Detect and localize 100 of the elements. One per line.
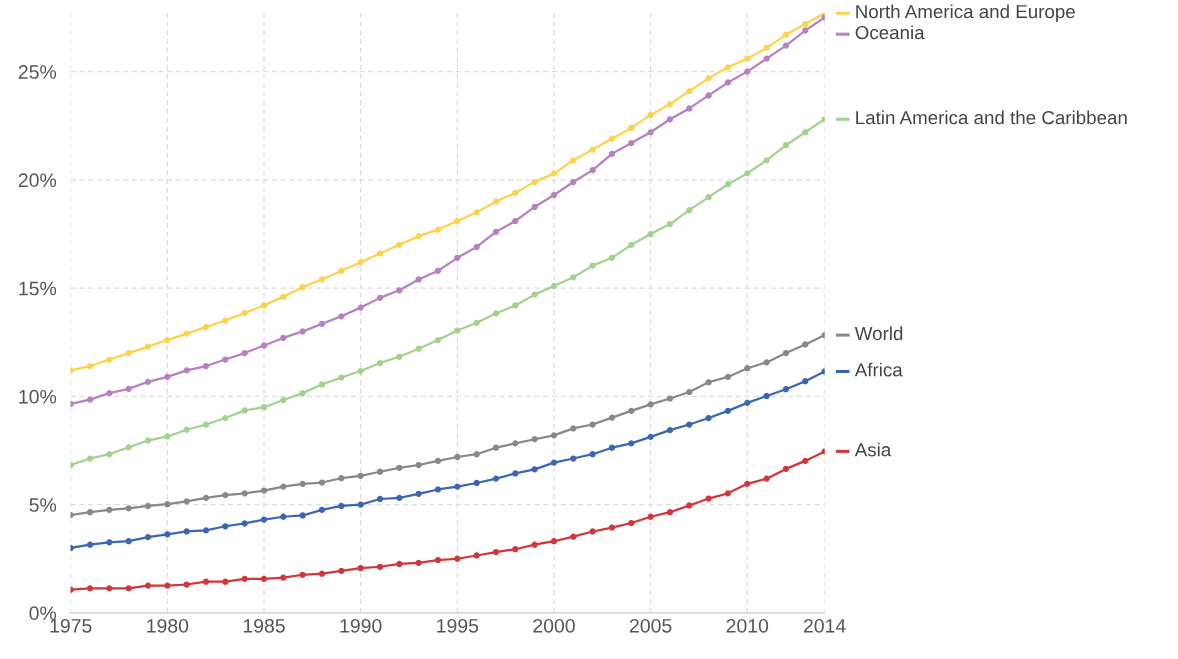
point — [705, 414, 712, 422]
y-tick-label: 20% — [18, 173, 57, 188]
point — [666, 395, 674, 402]
point — [125, 505, 132, 512]
point — [241, 575, 248, 583]
point — [376, 563, 384, 570]
point — [434, 457, 442, 465]
point — [222, 356, 229, 363]
x-tick-label: 1985 — [243, 618, 285, 633]
point — [492, 475, 500, 482]
point — [570, 425, 577, 432]
point — [318, 479, 326, 486]
point — [512, 302, 519, 309]
point — [280, 293, 287, 300]
point — [357, 304, 364, 311]
point — [396, 287, 403, 294]
point — [222, 317, 229, 324]
x-tick-label: 1990 — [340, 618, 382, 633]
point — [86, 362, 94, 370]
y-tick-label: 5% — [29, 498, 57, 512]
point — [357, 501, 364, 508]
point — [260, 342, 268, 349]
point — [299, 571, 306, 578]
legend-label: Africa — [854, 362, 903, 377]
x-tick-label: 1995 — [437, 618, 479, 633]
point — [492, 548, 500, 556]
point — [802, 129, 809, 136]
point — [666, 116, 674, 123]
point — [280, 396, 287, 404]
point — [396, 494, 403, 502]
point — [357, 367, 364, 375]
point — [183, 426, 190, 433]
point — [763, 44, 770, 51]
x-tick-label: 2000 — [533, 618, 575, 633]
point — [666, 220, 674, 228]
point — [318, 320, 326, 327]
point — [744, 55, 751, 62]
point — [724, 181, 732, 188]
point — [106, 506, 113, 513]
point — [647, 230, 654, 238]
point — [686, 502, 693, 509]
point — [608, 414, 616, 421]
point — [318, 381, 326, 388]
point — [396, 241, 403, 248]
point — [763, 475, 770, 482]
point — [86, 585, 94, 592]
legend-label: Oceania — [855, 25, 925, 40]
point — [531, 291, 538, 298]
point — [628, 139, 635, 147]
point — [666, 509, 674, 516]
point — [299, 390, 306, 397]
point — [338, 313, 345, 320]
point — [492, 198, 500, 205]
point — [802, 20, 809, 28]
point — [782, 349, 790, 357]
point — [492, 228, 500, 235]
point — [202, 527, 210, 534]
point — [299, 512, 306, 519]
point — [125, 444, 132, 451]
point — [376, 294, 384, 301]
point — [376, 495, 384, 503]
point — [241, 490, 248, 497]
point — [473, 243, 480, 251]
point — [724, 407, 732, 415]
point — [183, 528, 190, 535]
point — [724, 79, 732, 86]
point — [589, 167, 596, 174]
point — [802, 457, 809, 465]
point — [589, 451, 596, 458]
point — [260, 575, 268, 583]
point — [415, 490, 422, 497]
point — [628, 407, 635, 415]
point — [164, 373, 171, 381]
x-tick-label: 2014 — [803, 618, 846, 633]
point — [802, 378, 809, 385]
y-tick-label: 10% — [19, 389, 57, 404]
point — [280, 574, 287, 581]
point — [222, 491, 229, 499]
point — [434, 486, 442, 493]
point — [666, 427, 674, 434]
point — [164, 582, 171, 589]
point — [531, 436, 538, 443]
legend-label: Latin America and the Caribbean — [856, 110, 1127, 125]
point — [241, 520, 248, 527]
point — [512, 217, 519, 225]
point — [202, 494, 210, 502]
point — [183, 330, 190, 337]
point — [106, 451, 113, 458]
point — [241, 309, 248, 317]
point — [338, 374, 345, 381]
point — [531, 541, 538, 548]
point — [744, 170, 751, 177]
point — [512, 470, 519, 477]
point — [260, 302, 268, 309]
y-tick-label: 15% — [19, 281, 57, 296]
point — [744, 68, 751, 75]
point — [705, 92, 712, 99]
point — [782, 465, 790, 473]
point — [512, 189, 519, 196]
point — [376, 250, 384, 257]
